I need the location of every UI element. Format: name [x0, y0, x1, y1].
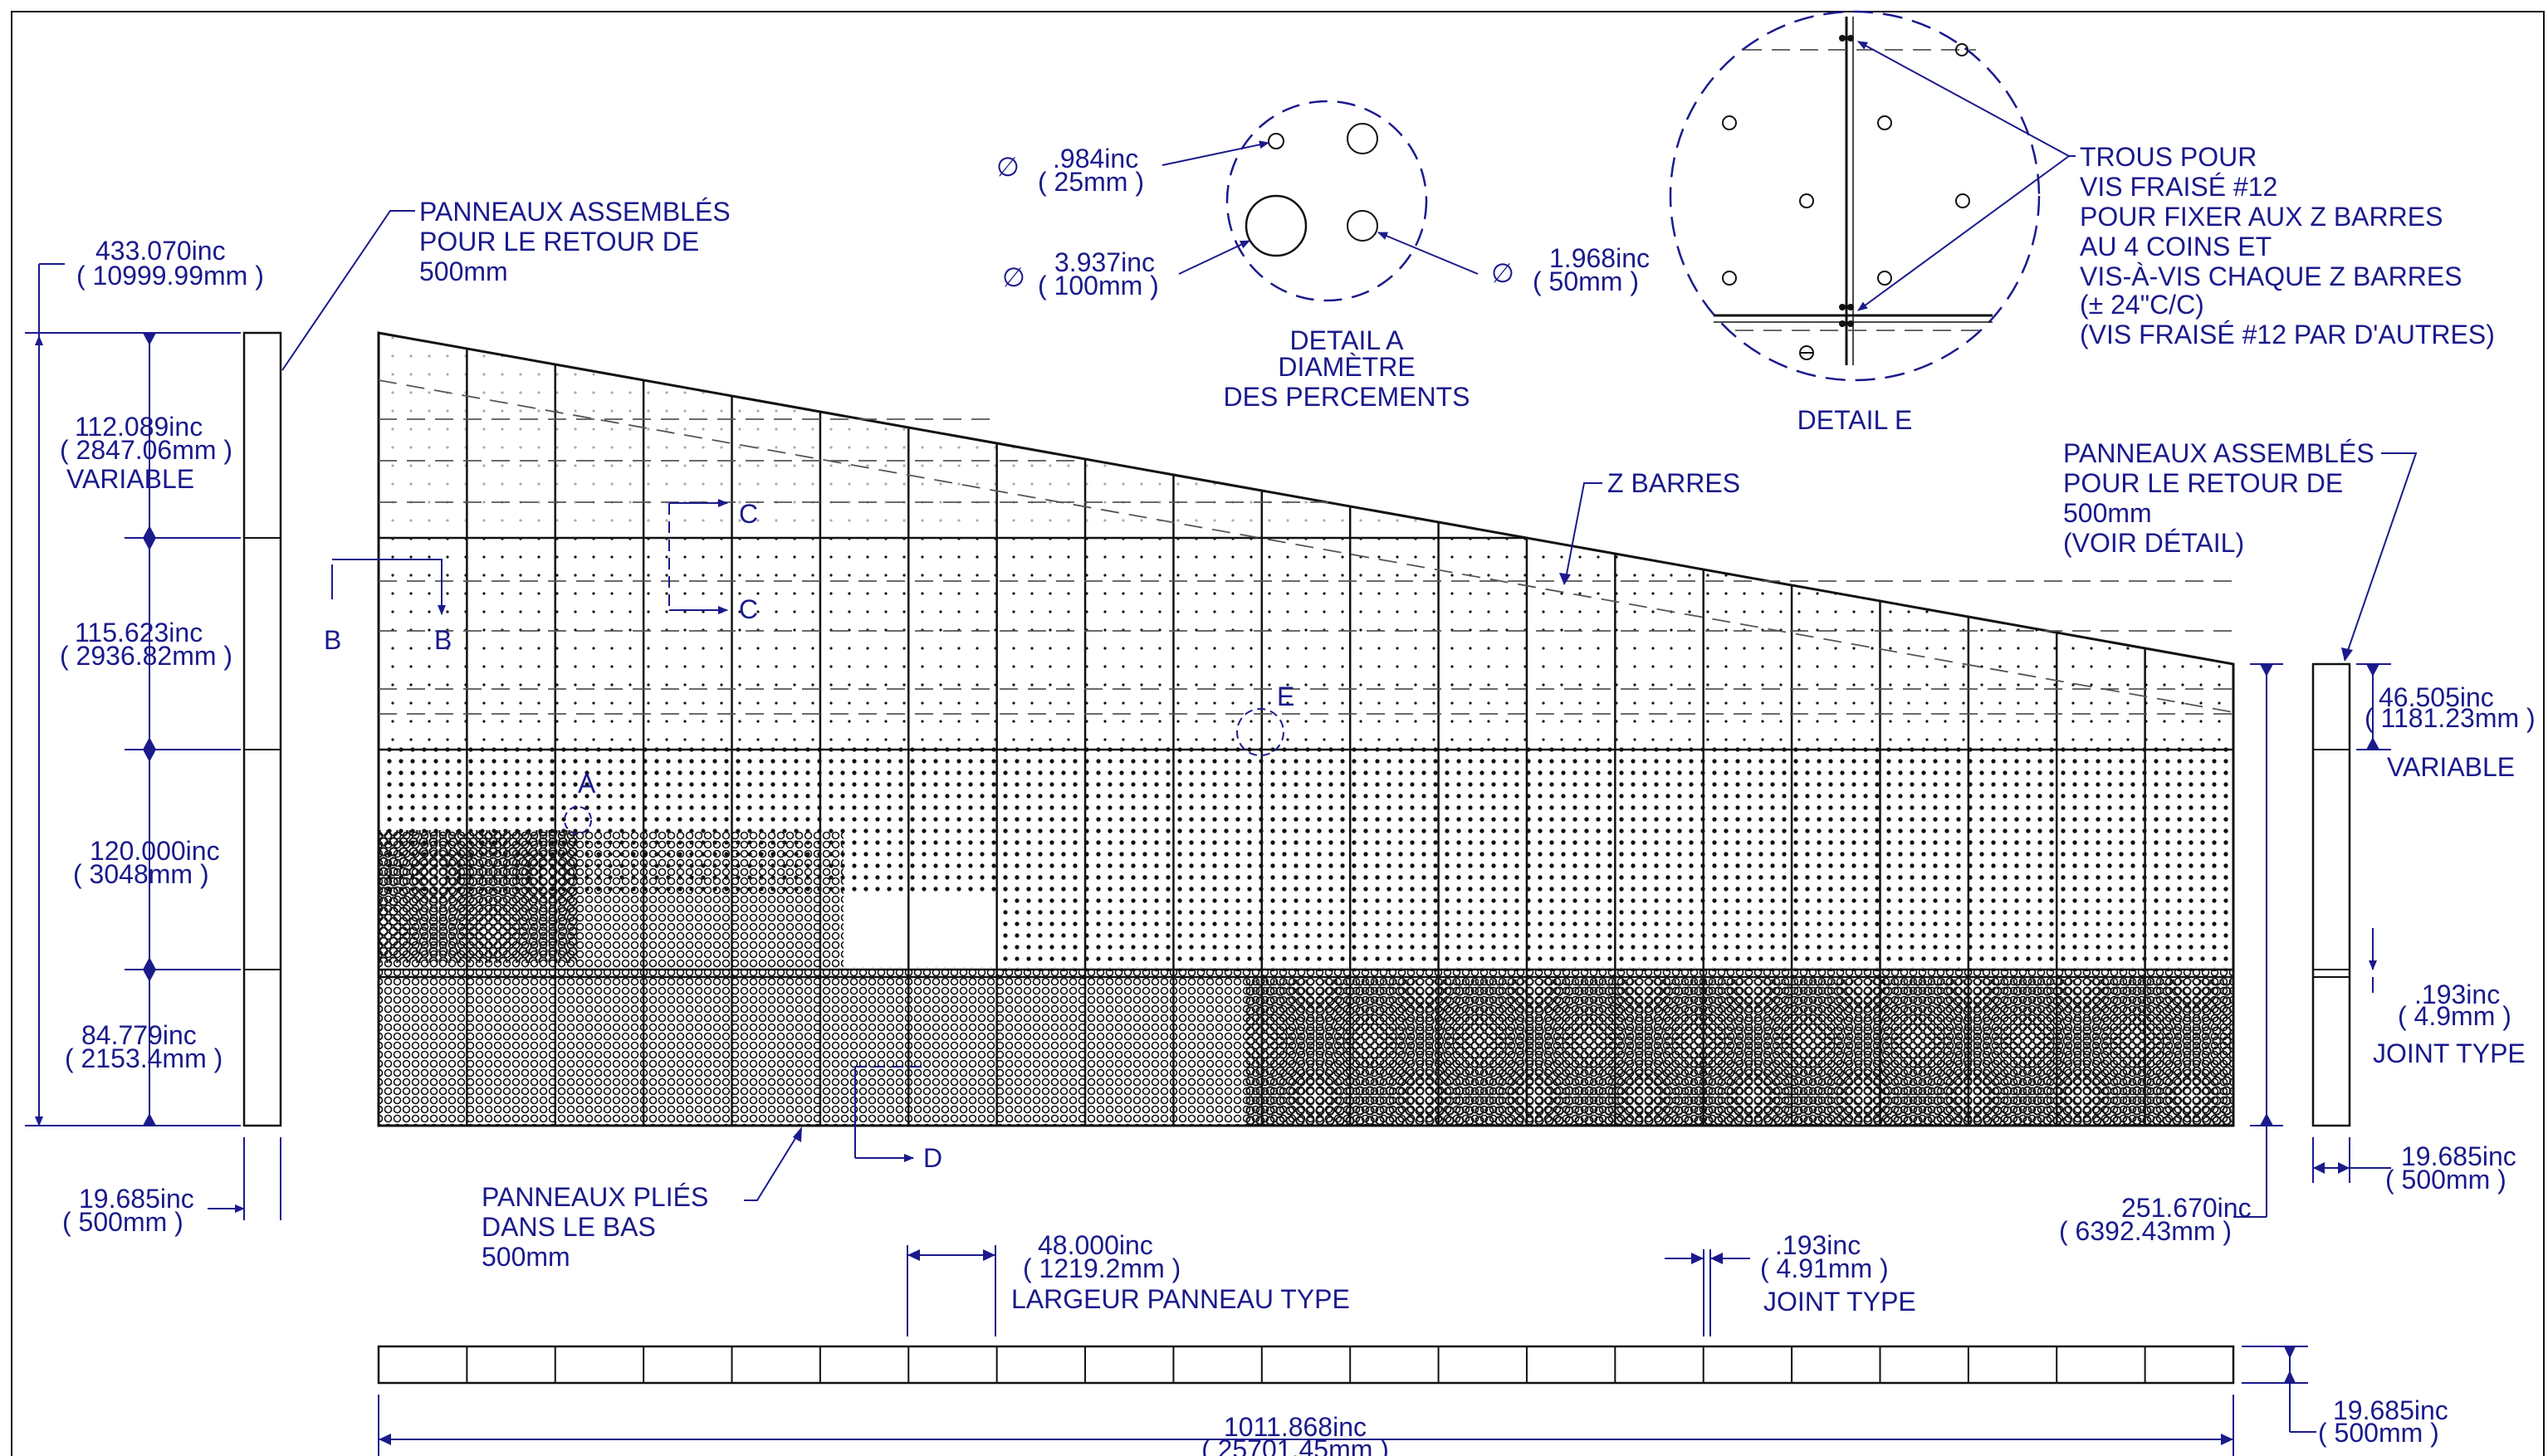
dim-joint-mm: ( 4.9mm ) — [2398, 1001, 2511, 1031]
dim-total-inc: 433.070inc — [95, 236, 226, 266]
section-b-left: B — [324, 625, 341, 655]
dim-total-mm: ( 10999.99mm ) — [76, 261, 264, 291]
dim-right-seg-mm: ( 1181.23mm ) — [2365, 703, 2536, 733]
dim-seg4-mm: ( 2153.4mm ) — [65, 1043, 223, 1073]
panel-width-mm: ( 1219.2mm ) — [1023, 1253, 1181, 1283]
dim-joint-inc: .193inc — [2414, 980, 2500, 1009]
panel-width-dimension: 48.000inc ( 1219.2mm ) LARGEUR PANNEAU T… — [907, 1230, 1350, 1336]
note-screws-line4: AU 4 COINS ET — [2080, 232, 2272, 261]
note-bottom-fold-line1: PANNEAUX PLIÉS — [482, 1182, 708, 1212]
note-return-right-line4: (VOIR DÉTAIL) — [2063, 528, 2244, 558]
dim-right-seg-inc: 46.505inc — [2379, 682, 2494, 712]
note-screws-line1: TROUS POUR — [2080, 142, 2257, 172]
note-screws-line2: VIS FRAISÉ #12 — [2080, 172, 2277, 202]
note-screws-line6: (± 24"C/C) — [2080, 290, 2204, 320]
dim-seg3-mm: ( 3048mm ) — [73, 859, 209, 889]
panel-width-note: LARGEUR PANNEAU TYPE — [1011, 1284, 1350, 1314]
note-screws-line7: (VIS FRAISÉ #12 PAR D'AUTRES) — [2080, 320, 2495, 349]
detail-e-callout: E — [1277, 682, 1294, 711]
detail-a: ∅ .984inc ( 25mm ) ∅ 3.937inc ( 100mm ) … — [996, 100, 1650, 412]
dim-return-inc: 19.685inc — [79, 1184, 194, 1214]
section-c-top: C — [739, 499, 758, 529]
hole-large-mm: ( 100mm ) — [1038, 271, 1159, 300]
joint-bottom-inc: .193inc — [1775, 1230, 1861, 1260]
section-b-right: B — [434, 625, 452, 655]
dim-seg3-inc: 120.000inc — [90, 836, 220, 866]
z-bars — [378, 379, 2234, 715]
dim-right-return-mm: ( 500mm ) — [2385, 1165, 2506, 1195]
note-return-right: PANNEAUX ASSEMBLÉS POUR LE RETOUR DE 500… — [2063, 438, 2418, 662]
left-dimensions — [25, 263, 282, 1220]
sheet-border — [11, 11, 2545, 1456]
plan-strip: 1011.868inc ( 25701.45mm ) 19.685inc ( 5… — [377, 1345, 2448, 1456]
detail-e-title: DETAIL E — [1797, 405, 1913, 435]
dim-return-mm: ( 500mm ) — [62, 1207, 183, 1237]
joint-bottom-dimension: .193inc ( 4.91mm ) JOINT TYPE — [1665, 1230, 1916, 1336]
note-return-right-line1: PANNEAUX ASSEMBLÉS — [2063, 438, 2374, 468]
note-return-left-line1: PANNEAUX ASSEMBLÉS — [419, 197, 731, 227]
horizontal-rows — [379, 536, 2233, 979]
note-return-left-line3: 500mm — [419, 257, 508, 286]
left-dimension-labels: 433.070inc ( 10999.99mm ) 112.089inc ( 2… — [60, 236, 264, 1237]
dim-right-height-inc: 251.670inc — [2121, 1193, 2252, 1223]
hole-large-inc: 3.937inc — [1054, 247, 1155, 277]
hole-mid-inc: 1.968inc — [1549, 243, 1650, 273]
joint-bottom-mm: ( 4.91mm ) — [1760, 1253, 1889, 1283]
note-return-left-line2: POUR LE RETOUR DE — [419, 227, 699, 257]
hole-small-mm: ( 25mm ) — [1038, 167, 1144, 197]
panel-joints — [466, 349, 2146, 1126]
note-bottom-fold-line3: 500mm — [482, 1242, 570, 1272]
section-markers: B B C C D A E — [324, 499, 1294, 1173]
note-return-left: PANNEAUX ASSEMBLÉS POUR LE RETOUR DE 500… — [281, 197, 731, 371]
dim-seg2-inc: 115.623inc — [75, 618, 203, 647]
dim-right-seg-note: VARIABLE — [2387, 752, 2515, 782]
diameter-symbol-mid: ∅ — [1491, 258, 1514, 288]
dim-seg2-mm: ( 2936.82mm ) — [60, 641, 232, 671]
detail-a-title-3: DES PERCEMENTS — [1224, 382, 1470, 412]
note-screws-line3: POUR FIXER AUX Z BARRES — [2080, 202, 2443, 232]
panel-width-inc: 48.000inc — [1038, 1230, 1153, 1260]
overall-width-inc: 1011.868inc — [1224, 1412, 1367, 1442]
note-bottom-fold: PANNEAUX PLIÉS DANS LE BAS 500mm — [482, 1126, 802, 1272]
dim-right-return-inc: 19.685inc — [2401, 1141, 2516, 1171]
detail-a-title-2: DIAMÈTRE — [1278, 352, 1415, 382]
right-dimension-labels: 46.505inc ( 1181.23mm ) VARIABLE .193inc… — [2059, 682, 2536, 1246]
plan-strip-joints — [466, 1346, 2146, 1383]
note-screws-line5: VIS-À-VIS CHAQUE Z BARRES — [2080, 261, 2462, 291]
hole-mid-mm: ( 50mm ) — [1533, 266, 1639, 296]
note-screws: TROUS POUR VIS FRAISÉ #12 POUR FIXER AUX… — [1857, 41, 2495, 349]
note-return-right-line3: 500mm — [2063, 498, 2152, 528]
dim-seg4-inc: 84.779inc — [81, 1020, 197, 1050]
note-bottom-fold-line2: DANS LE BAS — [482, 1212, 656, 1242]
overall-width-mm: ( 25701.45mm ) — [1201, 1434, 1389, 1456]
dim-seg1-mm: ( 2847.06mm ) — [60, 435, 232, 465]
bottom-return-inc: 19.685inc — [2333, 1395, 2448, 1425]
detail-a-callout: A — [578, 769, 596, 799]
detail-e: DETAIL E — [1669, 10, 2041, 435]
elevation — [377, 331, 2235, 1127]
section-d-label: D — [923, 1143, 942, 1173]
note-zbars: Z BARRES — [1559, 468, 1740, 585]
note-zbars-text: Z BARRES — [1607, 468, 1740, 498]
section-c-bottom: C — [739, 594, 758, 624]
dim-right-height-mm: ( 6392.43mm ) — [2059, 1216, 2232, 1246]
detail-a-title-1: DETAIL A — [1290, 325, 1405, 355]
dim-joint-note: JOINT TYPE — [2373, 1038, 2526, 1068]
joint-bottom-note: JOINT TYPE — [1763, 1287, 1916, 1317]
diameter-symbol-small: ∅ — [996, 152, 1020, 182]
bottom-return-mm: ( 500mm ) — [2318, 1418, 2439, 1448]
dim-seg1-note: VARIABLE — [66, 464, 194, 494]
hole-small-inc: .984inc — [1053, 144, 1138, 173]
diameter-symbol-large: ∅ — [1002, 262, 1025, 292]
right-dimensions — [2233, 662, 2391, 1218]
dim-seg1-inc: 112.089inc — [75, 412, 203, 442]
note-return-right-line2: POUR LE RETOUR DE — [2063, 468, 2343, 498]
